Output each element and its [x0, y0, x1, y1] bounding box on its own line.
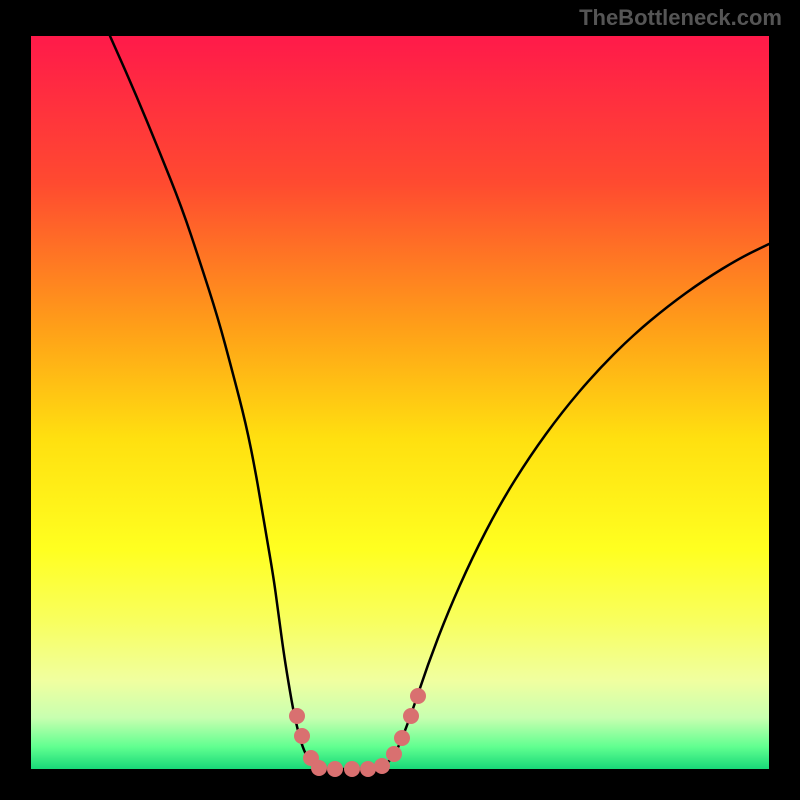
- watermark-text: TheBottleneck.com: [579, 5, 782, 31]
- bottleneck-chart: [0, 0, 800, 800]
- chart-container: TheBottleneck.com: [0, 0, 800, 800]
